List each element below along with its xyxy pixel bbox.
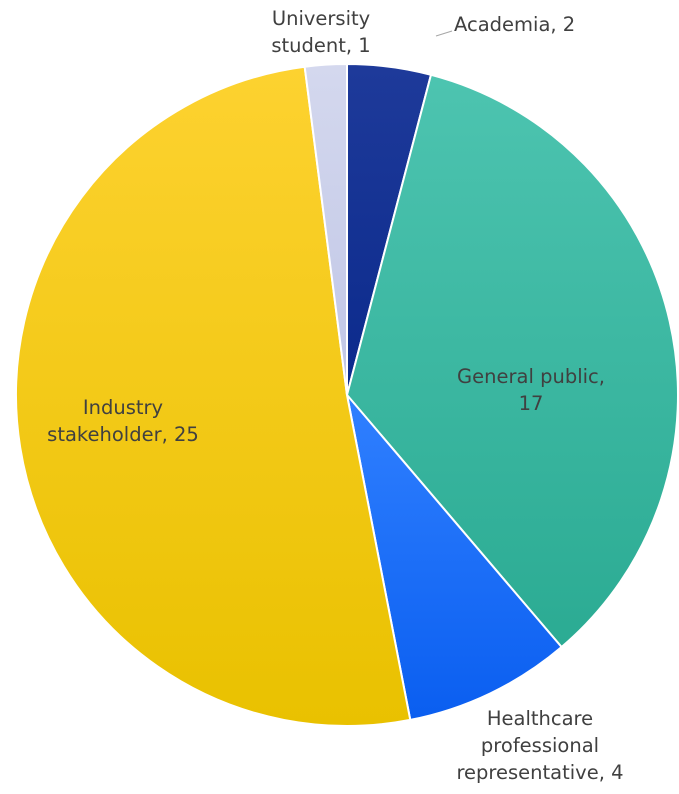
slice-labels: Academia, 2 General public, 17 Healthcare pr…: [47, 7, 623, 784]
pie-slice-general-public: [345, 73, 679, 649]
slice-label-healthcare-professional-representative: Healthcare professional representative, 4: [456, 707, 623, 784]
slice-label-industry-stakeholder: Industry stakeholder, 25: [47, 396, 199, 446]
leader-lines: [435, 30, 453, 37]
slice-label-general-public: General public, 17: [457, 365, 605, 415]
pie-slice-university-student: [303, 62, 348, 396]
pie-slices: [15, 62, 679, 727]
pie-slice-industry-stakeholder: [15, 65, 412, 727]
slice-label-academia: Academia, 2: [454, 13, 575, 36]
slice-label-university-student: University student, 1: [271, 7, 370, 57]
pie-slice-healthcare-professional-representative: [345, 391, 563, 722]
leader-line-academia: [435, 30, 453, 37]
